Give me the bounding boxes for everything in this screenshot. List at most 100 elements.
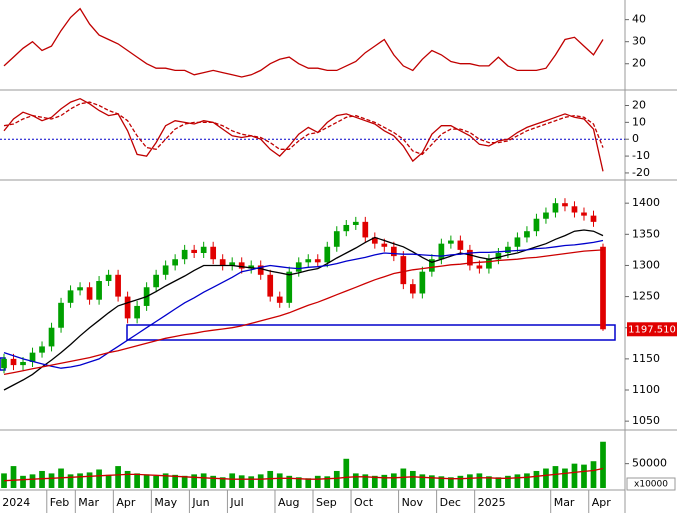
y-tick-label: 1050: [632, 414, 660, 427]
x-tick-label: Sep: [316, 496, 337, 509]
candle-body: [533, 218, 540, 232]
volume-bar: [381, 474, 388, 488]
candle-body: [219, 259, 226, 266]
volume-bar: [86, 472, 93, 488]
line-series: [3, 101, 604, 156]
candle-body: [419, 271, 426, 294]
unit-box: [626, 477, 676, 491]
candle-body: [77, 287, 83, 291]
line-series: [3, 7, 604, 78]
volume-bar: [352, 473, 359, 488]
candle-body: [295, 262, 302, 272]
y-tick-label: 1100: [632, 383, 660, 396]
candle-body: [381, 243, 388, 247]
x-tick-label: May: [154, 496, 177, 509]
line-series: [3, 239, 604, 369]
volume-bar: [533, 470, 540, 488]
candle-body: [495, 252, 502, 260]
x-tick-label: 2025: [478, 496, 506, 509]
volume-bar: [219, 477, 226, 488]
candle-body: [162, 265, 169, 275]
y-tick-label: -10: [632, 149, 650, 162]
y-tick-label: -20: [632, 166, 650, 179]
x-tick-label: Jul: [229, 496, 243, 509]
volume-bar: [409, 470, 416, 488]
volume-bar: [96, 469, 102, 488]
x-tick-label: Mar: [554, 496, 575, 509]
candle-body: [600, 246, 606, 330]
candle-body: [172, 259, 178, 266]
candle-body: [276, 296, 283, 303]
candle-body: [333, 231, 340, 247]
volume-bar: [524, 473, 530, 488]
candle-body: [229, 262, 236, 266]
volume-bar: [371, 475, 378, 488]
candle-body: [58, 302, 64, 328]
candle-body: [191, 249, 198, 253]
candle-body: [362, 221, 369, 238]
candle-body: [581, 212, 587, 216]
volume-bar: [115, 466, 121, 488]
x-tick-label: 2024: [2, 496, 30, 509]
volume-bar: [257, 474, 264, 488]
candle-body: [429, 259, 435, 272]
candle-body: [200, 246, 207, 253]
x-tick-label: Nov: [402, 496, 424, 509]
volume-bar: [172, 474, 178, 488]
x-tick-label: Mar: [78, 496, 99, 509]
volume-bar: [590, 461, 597, 488]
candle-body: [448, 240, 454, 244]
volume-bar: [248, 476, 255, 488]
volume-bar: [210, 475, 217, 488]
candle-body: [343, 224, 350, 232]
line-series: [3, 249, 604, 376]
candle-body: [409, 284, 416, 294]
candle-body: [286, 271, 293, 303]
volume-bar: [305, 478, 312, 488]
candle-body: [10, 358, 17, 366]
candle-body: [1, 358, 7, 369]
volume-bar: [448, 477, 454, 488]
candle-body: [457, 240, 464, 250]
candle-body: [115, 274, 121, 297]
volume-bar: [581, 464, 587, 488]
volume-bar: [390, 473, 397, 488]
volume-bar: [162, 473, 169, 488]
volume-bar: [467, 474, 473, 488]
candle-body: [267, 274, 274, 297]
volume-bar: [77, 473, 83, 488]
candle-body: [352, 221, 359, 225]
unit-label: x10000: [634, 480, 668, 490]
candle-body: [48, 327, 55, 347]
volume-bar: [143, 474, 150, 488]
y-tick-label: 1150: [632, 352, 660, 365]
candle-body: [153, 274, 159, 288]
x-tick-label: Apr: [116, 496, 136, 509]
candle-body: [371, 237, 378, 244]
volume-bar: [362, 474, 369, 488]
y-tick-label: 1250: [632, 290, 660, 303]
candle-body: [505, 246, 511, 253]
volume-bar: [314, 475, 321, 488]
line-series: [3, 229, 604, 391]
volume-bar: [29, 474, 36, 488]
support-zone: [126, 324, 616, 341]
candle-body: [476, 265, 483, 269]
volume-bar: [48, 473, 55, 488]
volume-bar: [505, 475, 511, 488]
volume-bar: [181, 475, 188, 488]
volume-bar: [134, 473, 140, 488]
x-tick-label: Oct: [354, 496, 374, 509]
candle-body: [29, 352, 36, 362]
volume-bar: [10, 466, 17, 488]
candle-body: [324, 246, 331, 263]
volume-bar: [124, 470, 131, 488]
volume-bar: [543, 468, 549, 488]
volume-bar: [295, 477, 302, 488]
candle-body: [524, 231, 530, 238]
volume-bar: [495, 477, 502, 488]
y-tick-label: 40: [632, 13, 646, 26]
candle-body: [314, 259, 321, 263]
volume-bar: [267, 470, 274, 488]
